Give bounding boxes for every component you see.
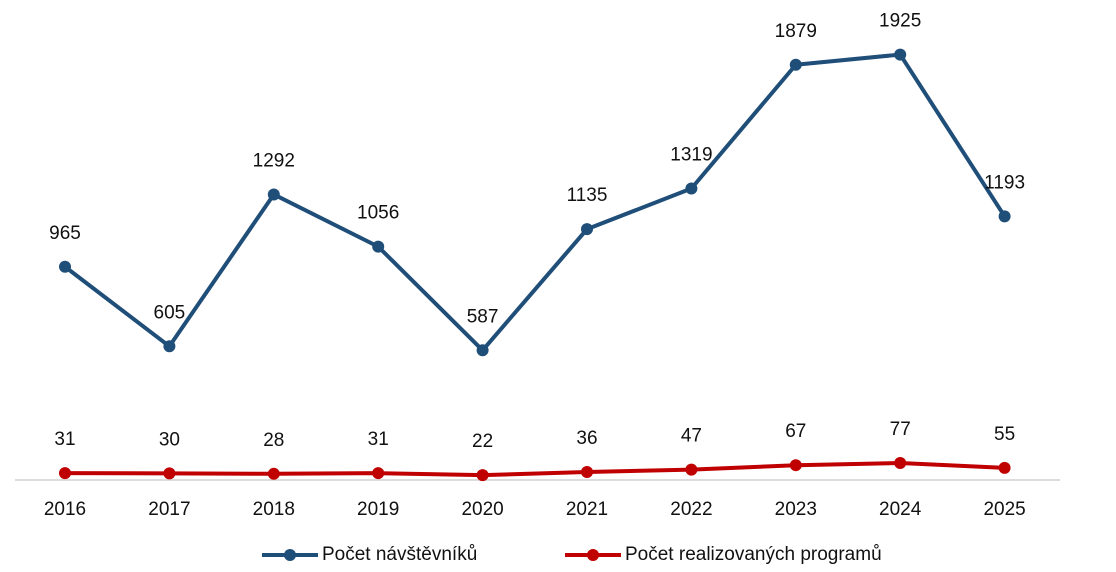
data-label: 587: [467, 306, 499, 327]
data-point: [267, 467, 280, 480]
series-line: [63, 52, 1007, 353]
data-label: 36: [576, 428, 597, 449]
data-point: [998, 461, 1011, 474]
data-point: [685, 463, 698, 476]
x-tick-label: 2017: [148, 499, 190, 520]
data-label: 1056: [357, 203, 399, 224]
data-point: [894, 48, 907, 61]
data-label: 965: [49, 223, 81, 244]
x-tick-label: 2019: [357, 499, 399, 520]
data-point: [59, 260, 71, 273]
data-point: [372, 467, 385, 480]
data-point: [685, 182, 698, 195]
x-tick-label: 2023: [775, 499, 817, 520]
data-point: [59, 467, 71, 480]
data-point: [894, 456, 907, 469]
data-label: 22: [472, 431, 493, 452]
legend-label: Počet návštěvníků: [322, 544, 477, 565]
data-point: [163, 467, 176, 480]
x-tick-label: 2021: [566, 499, 608, 520]
x-tick-label: 2025: [983, 499, 1025, 520]
x-tick-label: 2018: [253, 499, 295, 520]
data-label: 1135: [567, 185, 608, 206]
data-point: [581, 466, 593, 479]
data-point: [163, 340, 176, 353]
data-point: [789, 58, 802, 71]
legend-label: Počet realizovaných programů: [625, 544, 882, 565]
data-label: 67: [785, 421, 806, 442]
legend-marker: [284, 549, 296, 561]
data-point: [789, 459, 802, 472]
data-label: 1292: [253, 150, 295, 171]
data-label: 31: [368, 429, 389, 450]
data-point: [998, 210, 1011, 223]
x-tick-label: 2016: [44, 499, 86, 520]
data-label: 55: [994, 424, 1015, 445]
data-label: 31: [54, 429, 75, 450]
series-line: [64, 460, 1005, 478]
data-point: [372, 240, 385, 253]
data-label: 77: [890, 419, 911, 440]
data-label: 605: [154, 302, 186, 323]
data-label: 1193: [984, 172, 1025, 193]
x-tick-label: 2022: [670, 499, 712, 520]
data-label: 47: [681, 426, 702, 447]
data-label: 1319: [670, 145, 712, 166]
data-label: 30: [159, 429, 180, 450]
data-point: [476, 469, 489, 482]
data-point: [476, 344, 489, 357]
data-label: 28: [263, 430, 284, 451]
x-tick-label: 2020: [461, 499, 503, 520]
x-tick-label: 2024: [879, 499, 922, 520]
data-label: 1879: [775, 21, 817, 42]
data-label: 1925: [879, 11, 921, 32]
legend-marker: [587, 549, 599, 561]
data-point: [581, 223, 593, 236]
data-point: [267, 188, 280, 201]
